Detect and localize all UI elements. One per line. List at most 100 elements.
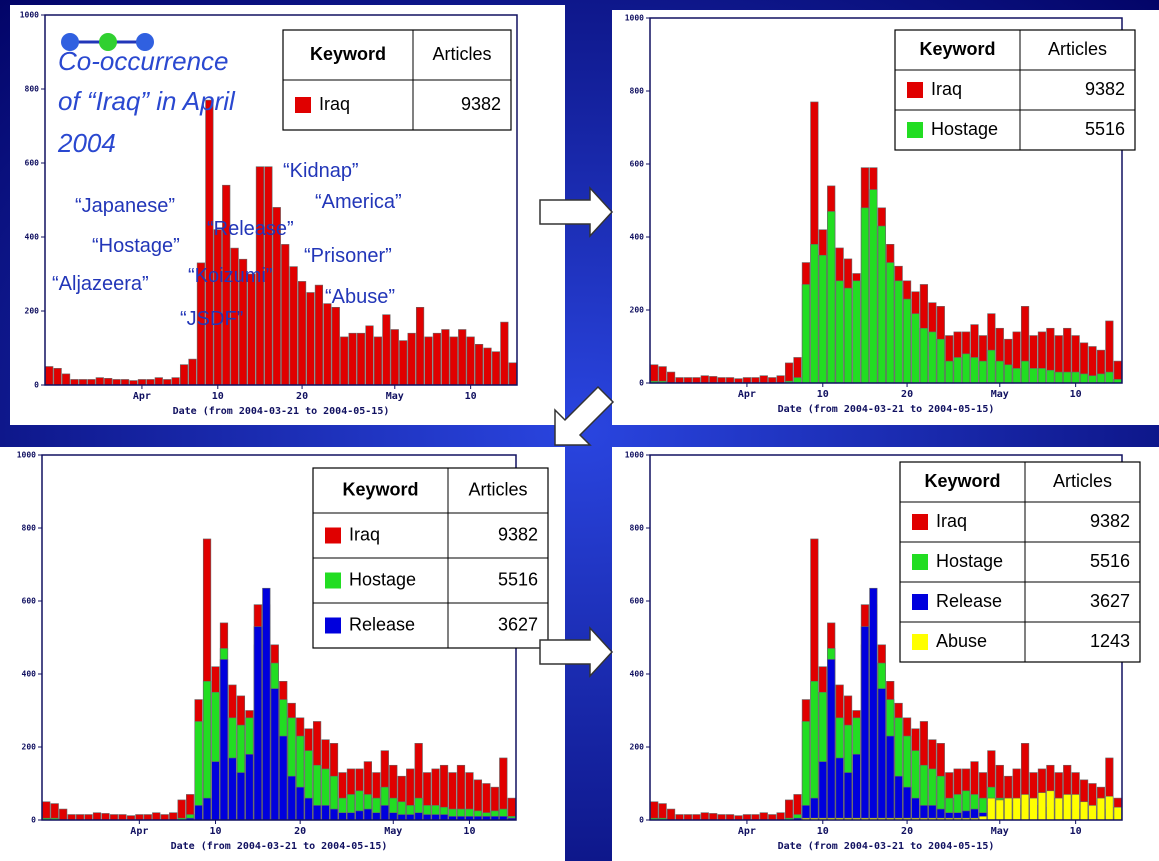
bar xyxy=(725,377,735,384)
x-tick-label: 20 xyxy=(901,389,913,400)
x-tick-label: 20 xyxy=(294,826,306,837)
bar xyxy=(1063,794,1072,821)
x-tick-label: 10 xyxy=(212,391,224,402)
bar xyxy=(163,379,172,386)
bar xyxy=(827,211,836,384)
bar xyxy=(338,812,347,821)
bar xyxy=(228,757,237,821)
x-tick-label: 10 xyxy=(1070,389,1082,400)
bar xyxy=(372,812,381,821)
bar xyxy=(1105,795,1114,821)
y-tick-label: 400 xyxy=(22,670,37,679)
legend-total: 9382 xyxy=(461,94,501,114)
bar xyxy=(919,327,929,384)
bar xyxy=(1079,801,1089,821)
annotation: “America” xyxy=(315,191,402,213)
chart-title: Co-occurrence xyxy=(58,46,229,76)
bar xyxy=(439,814,449,821)
bar xyxy=(373,336,383,386)
bar xyxy=(810,244,819,384)
y-tick-label: 400 xyxy=(630,670,645,679)
bar xyxy=(759,375,768,384)
bar xyxy=(970,357,979,384)
bar xyxy=(262,587,271,821)
bar xyxy=(219,659,229,821)
y-tick-label: 800 xyxy=(630,87,645,96)
bar xyxy=(768,377,777,384)
bar xyxy=(709,376,718,384)
bar xyxy=(1105,371,1114,384)
legend-table xyxy=(894,29,1136,151)
bar xyxy=(759,812,768,821)
x-tick-label: Apr xyxy=(130,826,148,837)
bar xyxy=(245,753,254,821)
bar xyxy=(709,813,718,821)
legend-header: Keyword xyxy=(924,471,1000,491)
bar xyxy=(1037,368,1047,384)
x-tick-label: Apr xyxy=(738,826,756,837)
annotation: “Hostage” xyxy=(92,235,180,257)
bar xyxy=(78,379,88,386)
bar xyxy=(827,659,836,821)
bar xyxy=(389,812,398,821)
plot-frame xyxy=(44,14,518,386)
legend-header: Keyword xyxy=(342,479,418,499)
bar xyxy=(953,357,962,384)
legend-total: 9382 xyxy=(1090,511,1130,531)
bar xyxy=(843,772,853,821)
bar xyxy=(314,284,324,386)
bar xyxy=(1088,375,1097,384)
annotation: “Release” xyxy=(207,218,294,240)
bar xyxy=(1046,369,1055,384)
plot-frame xyxy=(649,17,1123,384)
legend-header: Keyword xyxy=(919,39,995,59)
arrow xyxy=(554,385,615,446)
bar xyxy=(112,379,121,386)
y-tick-label: 200 xyxy=(630,306,645,315)
legend-name: Iraq xyxy=(349,524,380,544)
bar xyxy=(1012,368,1021,384)
x-tick-label: 10 xyxy=(465,391,477,402)
bar xyxy=(666,371,676,384)
bar xyxy=(860,626,870,821)
bar xyxy=(329,808,339,821)
bar xyxy=(287,775,296,821)
legend-total: 1243 xyxy=(1090,631,1130,651)
bar xyxy=(1113,806,1122,821)
bar xyxy=(306,292,315,386)
y-tick-label: 1000 xyxy=(17,451,36,460)
annotation: “Kidnap” xyxy=(283,160,359,182)
y-tick-label: 400 xyxy=(25,233,40,242)
legend-swatch xyxy=(295,97,311,113)
bar xyxy=(818,254,827,384)
bar xyxy=(742,377,752,384)
legend-swatch xyxy=(912,554,928,570)
bar xyxy=(297,281,307,386)
bar xyxy=(483,347,492,386)
bar xyxy=(1012,797,1021,821)
bar xyxy=(886,262,895,384)
legend-name: Hostage xyxy=(936,551,1003,571)
y-tick-label: 400 xyxy=(630,233,645,242)
bar xyxy=(1054,371,1063,384)
bar xyxy=(424,336,433,386)
annotation: “Japanese” xyxy=(75,195,175,217)
bar xyxy=(650,364,659,384)
y-tick-label: 800 xyxy=(630,524,645,533)
bar xyxy=(146,379,155,386)
x-tick-label: 20 xyxy=(296,391,308,402)
bar xyxy=(45,366,54,386)
bar xyxy=(340,336,349,386)
bar xyxy=(776,375,785,384)
bar xyxy=(877,225,886,384)
y-tick-label: 200 xyxy=(22,743,37,752)
bar xyxy=(104,378,113,386)
bar xyxy=(414,812,423,821)
bar xyxy=(768,814,777,821)
bar xyxy=(1029,797,1038,821)
chart-title: of “Iraq” in April xyxy=(58,86,236,116)
bar xyxy=(886,735,895,821)
annotation: “Aljazeera” xyxy=(52,273,149,295)
y-tick-label: 200 xyxy=(25,307,40,316)
y-tick-label: 600 xyxy=(22,597,37,606)
